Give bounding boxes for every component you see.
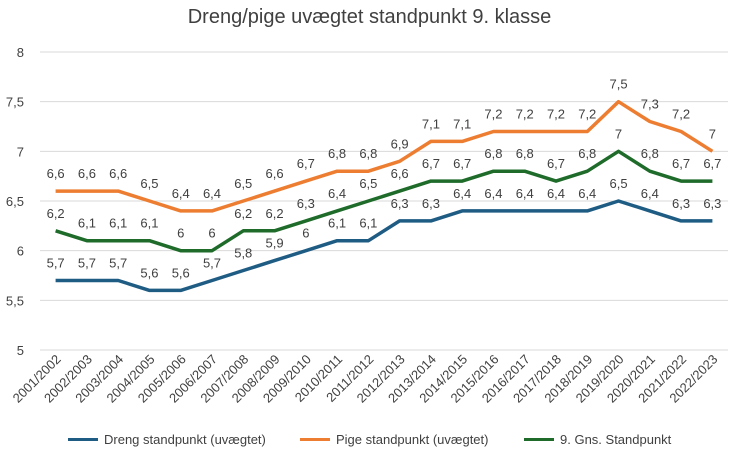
- data-label-dreng: 5,9: [266, 236, 284, 251]
- data-label-pige: 7,2: [547, 106, 565, 121]
- data-label-dreng: 6,1: [359, 216, 377, 231]
- data-label-pige: 6,8: [359, 146, 377, 161]
- data-label-dreng: 6,3: [391, 196, 409, 211]
- data-label-pige: 6,4: [203, 186, 221, 201]
- data-label-dreng: 5,7: [78, 255, 96, 270]
- data-label-pige: 7,2: [484, 106, 502, 121]
- x-axis-ticks: 2001/20022002/20032003/20042004/20052005…: [10, 352, 721, 406]
- data-label-gns: 6,4: [328, 186, 346, 201]
- data-label-dreng: 5,7: [109, 255, 127, 270]
- data-label-dreng: 6,4: [641, 186, 659, 201]
- y-tick-label: 5: [17, 343, 24, 358]
- data-label-dreng: 5,7: [47, 255, 65, 270]
- data-label-gns: 6,1: [140, 216, 158, 231]
- legend-label-pige: Pige standpunkt (uvægtet): [336, 432, 489, 447]
- data-label-dreng: 6,1: [328, 216, 346, 231]
- data-label-gns: 6,7: [422, 156, 440, 171]
- data-label-pige: 6,4: [172, 186, 190, 201]
- data-label-pige: 6,6: [109, 166, 127, 181]
- data-label-gns: 6,2: [266, 206, 284, 221]
- legend-swatch-pige: [300, 438, 330, 441]
- data-label-pige: 6,6: [78, 166, 96, 181]
- data-label-pige: 6,6: [47, 166, 65, 181]
- data-label-dreng: 6: [302, 226, 309, 241]
- data-label-gns: 6,7: [453, 156, 471, 171]
- data-label-pige: 6,9: [391, 136, 409, 151]
- data-label-pige: 7,3: [641, 97, 659, 112]
- data-label-gns: 7: [615, 126, 622, 141]
- data-label-gns: 6: [177, 226, 184, 241]
- data-label-dreng: 6,4: [547, 186, 565, 201]
- line-chart: 5 5,5 6 6,5 7 7,5 8 2001/20022002/20032003/200…: [6, 45, 728, 406]
- legend-item-dreng: Dreng standpunkt (uvægtet): [68, 432, 266, 447]
- data-label-dreng: 5,6: [140, 265, 158, 280]
- y-axis-ticks: 5 5,5 6 6,5 7 7,5 8: [6, 45, 24, 358]
- series-lines: [55, 99, 714, 293]
- data-label-pige: 7,1: [453, 116, 471, 131]
- data-label-gns: 6,8: [484, 146, 502, 161]
- data-label-gns: 6,7: [547, 156, 565, 171]
- data-label-gns: 6,8: [641, 146, 659, 161]
- data-label-dreng: 6,4: [484, 186, 502, 201]
- legend-label-gns: 9. Gns. Standpunkt: [560, 432, 672, 447]
- legend: Dreng standpunkt (uvægtet) Pige standpun…: [0, 432, 739, 452]
- data-label-gns: 6,1: [109, 216, 127, 231]
- data-label-gns: 6,8: [516, 146, 534, 161]
- data-label-pige: 7: [709, 126, 716, 141]
- data-label-dreng: 6,4: [516, 186, 534, 201]
- gridlines: [40, 51, 728, 351]
- data-label-gns: 6,1: [78, 216, 96, 231]
- data-label-dreng: 6,3: [422, 196, 440, 211]
- data-label-gns: 6,8: [578, 146, 596, 161]
- data-label-pige: 7,1: [422, 116, 440, 131]
- data-label-dreng: 6,3: [672, 196, 690, 211]
- data-label-dreng: 5,8: [234, 246, 252, 261]
- chart-title: Dreng/pige uvægtet standpunkt 9. klasse: [187, 6, 552, 28]
- legend-swatch-gns: [524, 438, 554, 441]
- series-line-dreng: [55, 199, 713, 293]
- legend-swatch-dreng: [68, 438, 98, 441]
- data-label-pige: 6,6: [266, 166, 284, 181]
- data-label-pige: 6,7: [297, 156, 315, 171]
- data-label-pige: 7,2: [672, 106, 690, 121]
- y-tick-label: 8: [17, 45, 24, 60]
- legend-item-gns: 9. Gns. Standpunkt: [524, 432, 671, 447]
- series-line-pige: [55, 99, 714, 213]
- data-label-pige: 6,5: [140, 176, 158, 191]
- data-label-gns: 6,7: [672, 156, 690, 171]
- data-label-pige: 7,5: [610, 77, 628, 92]
- data-label-dreng: 5,6: [172, 265, 190, 280]
- series-line-gns: [55, 149, 713, 253]
- legend-item-pige: Pige standpunkt (uvægtet): [300, 432, 488, 447]
- data-label-dreng: 6,5: [610, 176, 628, 191]
- y-tick-label: 7,5: [6, 95, 24, 110]
- data-label-dreng: 5,7: [203, 255, 221, 270]
- data-label-pige: 6,8: [328, 146, 346, 161]
- data-label-dreng: 6,4: [453, 186, 471, 201]
- y-tick-label: 6,5: [6, 194, 24, 209]
- data-label-dreng: 6,4: [578, 186, 596, 201]
- legend-label-dreng: Dreng standpunkt (uvægtet): [104, 432, 266, 447]
- data-label-gns: 6,5: [359, 176, 377, 191]
- data-label-gns: 6,2: [47, 206, 65, 221]
- data-label-gns: 6,3: [297, 196, 315, 211]
- data-label-dreng: 6,3: [703, 196, 721, 211]
- data-label-pige: 6,5: [234, 176, 252, 191]
- data-label-pige: 7,2: [578, 106, 596, 121]
- y-tick-label: 5,5: [6, 293, 24, 308]
- data-label-pige: 7,2: [516, 106, 534, 121]
- y-tick-label: 7: [17, 144, 24, 159]
- data-label-gns: 6,6: [391, 166, 409, 181]
- data-labels: 5,7 5,7 5,7 5,6 5,6 5,7 5,8 5,9 6 6,1 6,1 6,3 6,3 6,4…: [47, 77, 722, 281]
- data-label-gns: 6,2: [234, 206, 252, 221]
- data-label-gns: 6: [208, 226, 215, 241]
- data-label-gns: 6,7: [703, 156, 721, 171]
- y-tick-label: 6: [17, 244, 24, 259]
